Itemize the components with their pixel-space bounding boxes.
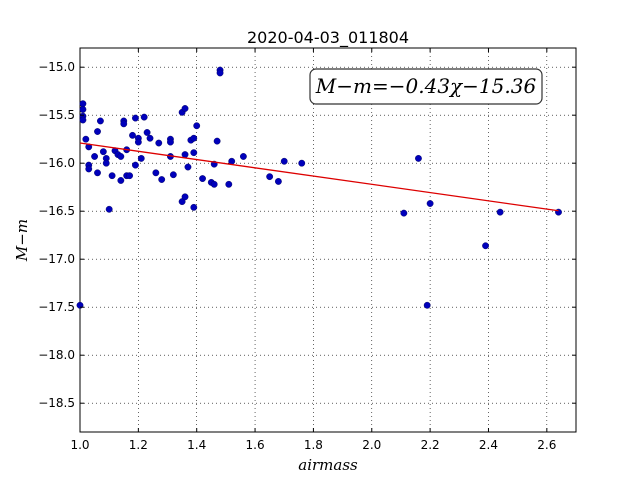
data-point [181,151,189,158]
data-point [79,116,87,124]
y-gridlines [80,66,576,404]
x-tick-label: 1.0 [70,438,89,452]
y-axis-tick-labels: −15.0 −15.5 −16.0 −16.5 −17.0 −17.5 −18.0 −18.5 [38,60,75,410]
data-point [108,172,116,180]
data-point [152,169,160,177]
x-axis-tick-labels: 1.0 1.2 1.4 1.6 1.8 2.0 2.2 2.4 2.6 [70,438,556,452]
data-point [120,120,128,128]
x-tick-label: 1.4 [187,438,206,452]
data-point [143,129,151,136]
y-tick-label: −18.0 [38,348,75,362]
data-point [298,159,306,167]
data-point [91,153,98,160]
data-point [158,176,166,183]
plot-frame [79,47,577,433]
data-point [134,138,142,146]
data-point [181,193,189,201]
data-point [190,149,198,157]
plot-area [76,47,577,433]
data-point [117,153,125,160]
data-point [79,100,87,108]
x-tick-label: 2.4 [479,438,498,452]
data-point [228,157,236,165]
data-point [400,209,408,217]
annotation-frame [309,68,543,105]
x-tick-label: 1.2 [129,438,148,452]
x-gridlines [79,48,548,432]
data-point [94,169,101,177]
data-point [280,157,288,165]
data-point [146,134,154,142]
fit-equation: M−m=−0.43χ−15.36 [315,74,537,98]
data-point [423,301,431,309]
data-point [266,173,274,181]
x-tick-label: 1.6 [246,438,265,452]
chart-title: 2020-04-03_011804 [247,28,409,48]
data-point [126,172,134,180]
y-axis-ticks [80,66,576,404]
x-tick-label: 1.8 [304,438,323,452]
data-point [274,178,282,185]
data-point [94,128,101,135]
data-point [97,117,104,125]
data-point [99,148,107,156]
x-axis-label: airmass [298,456,358,474]
data-point [137,154,145,162]
data-point [216,69,224,77]
x-axis-ticks [79,48,548,432]
x-tick-label: 2.0 [362,438,381,452]
y-tick-label: −16.5 [38,204,75,218]
data-point [102,159,110,167]
data-point [117,177,125,184]
y-tick-label: −15.0 [38,60,75,74]
data-point [140,113,148,121]
fit-line [79,142,559,212]
data-point [132,114,139,122]
data-point [199,175,206,182]
data-point [129,131,136,139]
y-tick-label: −16.0 [38,156,75,170]
data-point [190,134,198,142]
data-point [132,161,139,169]
data-point [225,180,233,188]
data-point [79,106,87,113]
fit-annotation-box: M−m=−0.43χ−15.36 [309,68,543,105]
data-point [181,105,189,112]
y-tick-label: −17.5 [38,300,75,314]
data-point [155,139,163,147]
data-point [415,154,422,162]
data-point [193,122,201,130]
data-point [496,208,504,216]
y-tick-label: −18.5 [38,396,75,410]
data-point [190,203,198,211]
data-point [105,205,113,213]
x-tick-label: 2.2 [421,438,440,452]
y-tick-label: −15.5 [38,108,75,122]
data-point [169,171,177,179]
data-point [85,165,93,173]
data-point [482,242,489,250]
data-point [426,200,434,207]
data-point [210,180,218,188]
data-point [213,137,221,145]
data-point [239,153,247,160]
y-axis-label: M−m [13,219,31,262]
x-tick-label: 2.6 [537,438,556,452]
data-point [82,135,90,143]
data-point [184,163,192,171]
data-point [167,138,174,146]
y-tick-label: −17.0 [38,252,75,266]
